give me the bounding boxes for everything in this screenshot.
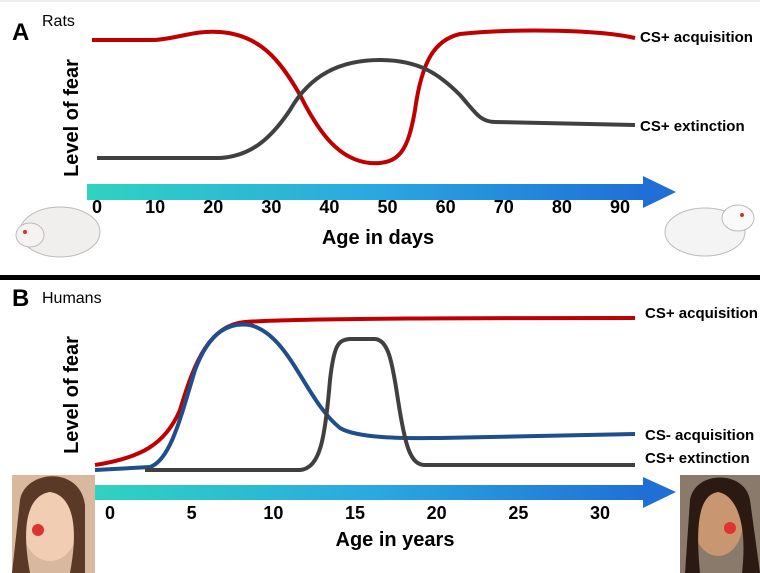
curve-extinction [145, 337, 635, 472]
x-tick-label: 20 [203, 197, 223, 217]
curve-cs-minus [94, 322, 636, 472]
curve-label: CS- acquisition [645, 427, 754, 444]
x-tick-label: 0 [105, 503, 115, 523]
panel-species: Humans [42, 290, 102, 307]
x-tick-label: 0 [92, 197, 102, 217]
adult-rat [664, 204, 755, 257]
panel-species: Rats [42, 13, 75, 30]
x-tick-label: 5 [187, 503, 197, 523]
age-arrow [95, 485, 647, 500]
panel-letter: A [12, 19, 29, 46]
x-tick-label: 40 [319, 197, 339, 217]
x-tick-label: 70 [494, 197, 514, 217]
curve-label: CS+ extinction [645, 450, 750, 467]
curve-extinction [97, 57, 636, 160]
arrow-head [643, 176, 676, 208]
x-tick-label: 60 [436, 197, 456, 217]
curve-label: CS+ acquisition [645, 305, 758, 322]
x-tick-label: 15 [345, 503, 365, 523]
curve-label: CS+ extinction [640, 118, 745, 135]
x-tick-label: 20 [427, 503, 447, 523]
x-tick-label: 30 [590, 503, 610, 523]
x-tick-label: 30 [261, 197, 281, 217]
x-tick-label: 10 [145, 197, 165, 217]
woman-photo [680, 475, 760, 573]
curve-label: CS+ acquisition [640, 29, 753, 46]
age-arrow [87, 184, 647, 200]
x-axis-label: Age in days [322, 227, 434, 249]
x-ticks: 0 5 10 15 20 25 30 [105, 503, 610, 523]
panel-letter: B [12, 285, 29, 312]
y-axis-label: Level of fear [61, 59, 83, 177]
girl-photo [12, 475, 95, 573]
young-rat [15, 206, 101, 258]
x-axis-label: Age in years [336, 529, 455, 551]
x-tick-label: 25 [508, 503, 528, 523]
x-tick-label: 80 [552, 197, 572, 217]
divider [0, 275, 760, 280]
x-tick-label: 50 [378, 197, 398, 217]
x-tick-label: 10 [263, 503, 283, 523]
x-tick-label: 90 [610, 197, 630, 217]
curve-acquisition [92, 28, 636, 166]
x-ticks: 0 10 20 30 40 50 60 70 80 90 [92, 197, 630, 217]
y-axis-label: Level of fear [61, 336, 83, 454]
arrow-head [643, 477, 676, 508]
